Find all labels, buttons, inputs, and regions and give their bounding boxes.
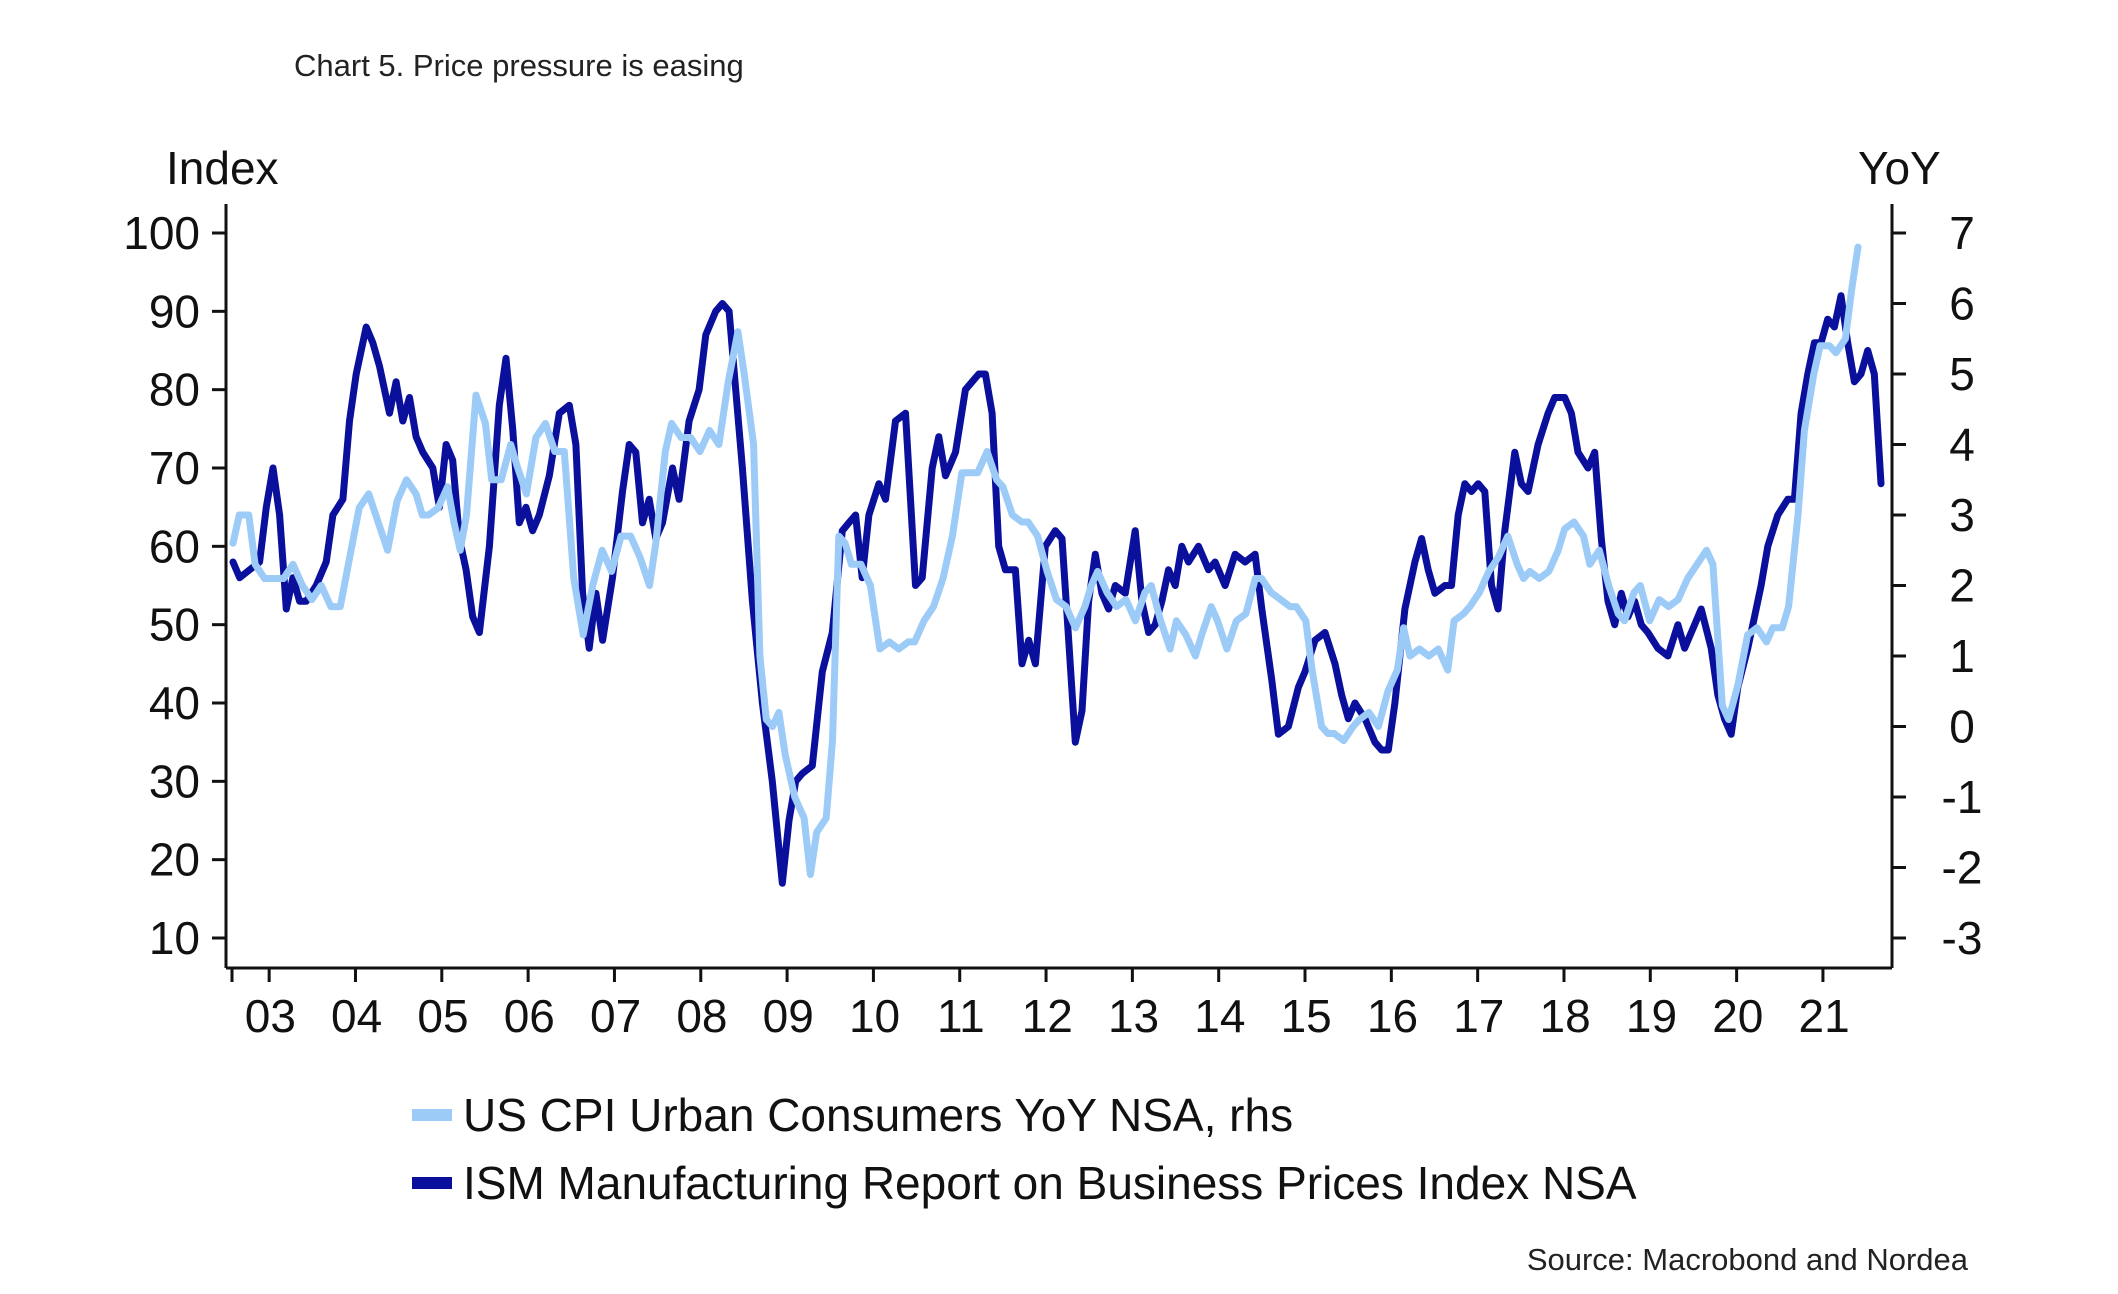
- x-tick-label: 15: [1281, 990, 1332, 1042]
- left-tick-label: 30: [149, 755, 200, 807]
- right-tick-label: 7: [1949, 207, 1975, 259]
- x-tick-label: 21: [1799, 990, 1850, 1042]
- right-tick-label: 5: [1949, 348, 1975, 400]
- chart-title: Chart 5. Price pressure is easing: [294, 48, 744, 83]
- x-tick-label: 03: [245, 990, 296, 1042]
- legend: US CPI Urban Consumers YoY NSA, rhs ISM …: [412, 1089, 1637, 1209]
- legend-item-ism: ISM Manufacturing Report on Business Pri…: [412, 1157, 1637, 1209]
- x-tick-label: 07: [590, 990, 641, 1042]
- x-tick-label: 14: [1194, 990, 1245, 1042]
- left-axis-title: Index: [166, 142, 279, 194]
- left-tick-label: 10: [149, 912, 200, 964]
- left-tick-label: 90: [149, 285, 200, 337]
- right-axis-ticks: -3 -2 -1 0 1 2 3 4 5 6 7: [1892, 207, 1982, 964]
- x-tick-label: 20: [1712, 990, 1763, 1042]
- x-axis-ticks: 03 04 05 06 07 08 09 10 11 12 13 14 15 16 17 18 19 20 21: [230, 968, 1850, 1042]
- right-tick-label: 1: [1949, 630, 1975, 682]
- x-tick-label: 04: [331, 990, 382, 1042]
- left-tick-label: 70: [149, 442, 200, 494]
- right-tick-label: 2: [1949, 560, 1975, 612]
- right-tick-label: -1: [1942, 771, 1983, 823]
- source-note: Source: Macrobond and Nordea: [1526, 1242, 1968, 1277]
- left-tick-label: 20: [149, 834, 200, 886]
- legend-label-cpi: US CPI Urban Consumers YoY NSA, rhs: [463, 1089, 1293, 1141]
- x-tick-label: 05: [417, 990, 468, 1042]
- left-tick-label: 50: [149, 599, 200, 651]
- right-tick-label: 0: [1949, 701, 1975, 753]
- left-tick-label: 60: [149, 520, 200, 572]
- x-tick-label: 11: [937, 990, 985, 1042]
- right-tick-label: -2: [1942, 842, 1983, 894]
- legend-label-ism: ISM Manufacturing Report on Business Pri…: [463, 1157, 1637, 1209]
- left-axis-ticks: 10 20 30 40 50 60 70 80 90 100: [123, 207, 226, 964]
- x-tick-label: 16: [1367, 990, 1418, 1042]
- right-tick-label: 6: [1949, 278, 1975, 330]
- x-tick-label: 09: [763, 990, 814, 1042]
- x-tick-label: 06: [504, 990, 555, 1042]
- series-layer: [229, 243, 1885, 887]
- x-tick-label: 13: [1108, 990, 1159, 1042]
- right-tick-label: 3: [1949, 489, 1975, 541]
- x-tick-label: 17: [1453, 990, 1504, 1042]
- legend-item-cpi: US CPI Urban Consumers YoY NSA, rhs: [412, 1089, 1293, 1141]
- x-tick-label: 12: [1022, 990, 1073, 1042]
- right-tick-label: -3: [1942, 912, 1983, 964]
- left-tick-label: 100: [123, 207, 200, 259]
- x-tick-label: 19: [1626, 990, 1677, 1042]
- x-tick-label: 10: [849, 990, 900, 1042]
- left-tick-label: 40: [149, 677, 200, 729]
- x-tick-label: 18: [1540, 990, 1591, 1042]
- right-axis-title: YoY: [1858, 142, 1941, 194]
- right-tick-label: 4: [1949, 419, 1975, 471]
- left-tick-label: 80: [149, 364, 200, 416]
- series-line-cpi: [229, 243, 1862, 878]
- x-tick-label: 08: [676, 990, 727, 1042]
